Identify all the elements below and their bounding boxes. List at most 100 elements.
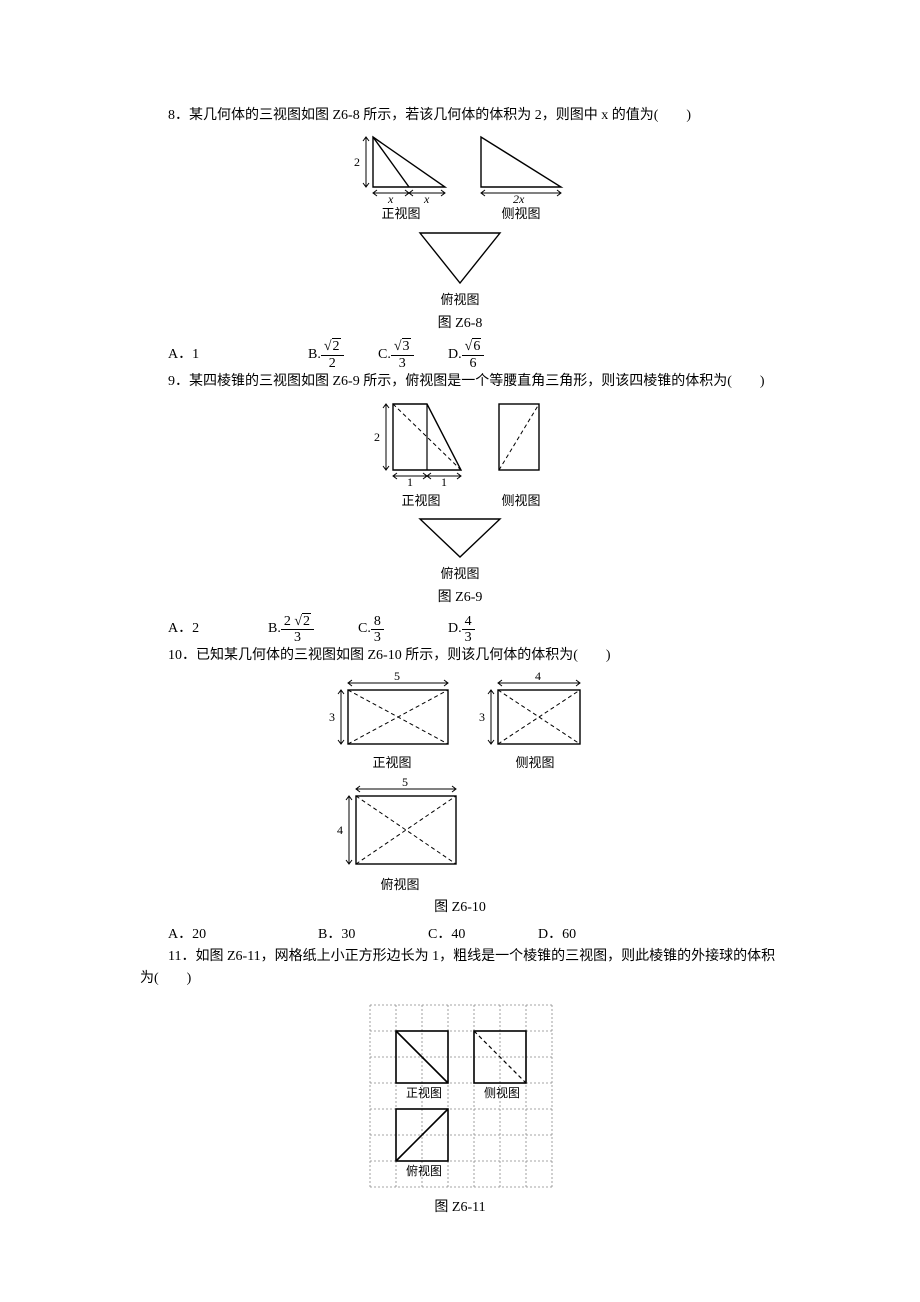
q9-front-s2: 1 — [441, 475, 447, 489]
q8-text: 8．某几何体的三视图如图 Z6-8 所示，若该几何体的体积为 2，则图中 x 的… — [140, 105, 780, 127]
q8-front-svg: 2 x x — [349, 131, 453, 203]
q10-top-caption: 俯视图 — [334, 875, 466, 896]
q8-D-num: 6 — [472, 338, 481, 354]
q8-C-num: 3 — [402, 338, 411, 354]
q8-front-h: 2 — [354, 155, 360, 169]
q8-front-caption: 正视图 — [349, 204, 453, 225]
q9-side-caption: 侧视图 — [491, 491, 551, 512]
q10-D-prefix: D． — [538, 924, 562, 946]
q9-figure: 2 1 1 正视图 — [140, 398, 780, 610]
q10-side-top: 4 — [535, 672, 541, 683]
q8-front-view: 2 x x 正视图 — [349, 131, 453, 225]
q9-choice-A: A． 2 — [168, 618, 268, 640]
q10-top-top: 5 — [402, 778, 408, 789]
q9-text: 9．某四棱锥的三视图如图 Z6-9 所示，俯视图是一个等腰直角三角形，则该四棱锥… — [140, 371, 780, 393]
q9-front-view: 2 1 1 正视图 — [369, 398, 473, 512]
q8-B-num: 2 — [332, 338, 341, 354]
q10-C-prefix: C． — [428, 924, 451, 946]
q8-top-svg — [415, 229, 505, 289]
q9-side-view: 侧视图 — [491, 398, 551, 512]
q10-front-left: 3 — [329, 710, 335, 724]
q10-top-view: 5 4 俯视图 — [334, 778, 466, 896]
q9-C-den: 3 — [371, 630, 384, 645]
q8-A-val: 1 — [192, 344, 199, 366]
q8-top-caption: 俯视图 — [415, 290, 505, 311]
q10-D-val: 60 — [562, 924, 576, 946]
q9-side-svg — [491, 398, 551, 490]
q8-B-den: 2 — [321, 356, 344, 371]
q9-B-den: 3 — [281, 630, 314, 645]
q11-side-caption: 侧视图 — [484, 1085, 520, 1100]
q8-choice-B: B. 2 2 — [308, 339, 378, 371]
q9-front-svg: 2 1 1 — [369, 398, 473, 490]
q8-choices: A． 1 B. 2 2 C. 3 3 D. 6 6 — [168, 339, 780, 371]
q11-figure-label: 图 Z6-11 — [434, 1197, 485, 1219]
q8-D-prefix: D. — [448, 344, 462, 366]
q9-front-s1: 1 — [407, 475, 413, 489]
q10-choice-A: A． 20 — [168, 924, 318, 946]
q11-top-caption: 俯视图 — [406, 1163, 442, 1178]
q9-B-numtext: 2 — [284, 614, 291, 629]
q10-B-val: 30 — [341, 924, 355, 946]
q9-D-prefix: D. — [448, 618, 462, 640]
q8-top-view: 俯视图 — [415, 229, 505, 311]
q10-top-svg: 5 4 — [334, 778, 466, 874]
q10-text-content: 10．已知某几何体的三视图如图 Z6-10 所示，则该几何体的体积为( ) — [168, 648, 611, 663]
q8-front-x2: x — [423, 192, 430, 203]
q10-choice-C: C． 40 — [428, 924, 538, 946]
q8-figure-label: 图 Z6-8 — [438, 313, 483, 335]
q10-A-prefix: A． — [168, 924, 192, 946]
q9-choice-B: B. 2 23 — [268, 614, 358, 646]
q10-fig-row1: 5 3 正视图 — [326, 672, 594, 774]
q9-text-content: 9．某四棱锥的三视图如图 Z6-9 所示，俯视图是一个等腰直角三角形，则该四棱锥… — [168, 374, 765, 389]
q8-choice-D: D. 6 6 — [448, 339, 484, 371]
q9-top-view: 俯视图 — [415, 515, 505, 585]
q9-top-caption: 俯视图 — [415, 564, 505, 585]
q10-top-left: 4 — [337, 823, 343, 837]
q10-choices: A． 20 B． 30 C． 40 D． 60 — [168, 924, 780, 946]
q8-choice-C: C. 3 3 — [378, 339, 448, 371]
q8-D-den: 6 — [462, 356, 485, 371]
q10-front-top: 5 — [394, 672, 400, 683]
q8-A-prefix: A． — [168, 344, 192, 366]
q9-figure-label: 图 Z6-9 — [438, 587, 483, 609]
q11-text-content: 11．如图 Z6-11，网格纸上小正方形边长为 1，粗线是一个棱锥的三视图，则此… — [140, 949, 775, 986]
q10-C-val: 40 — [451, 924, 465, 946]
q8-fig-row1: 2 x x 正视图 — [349, 131, 571, 225]
q10-figure: 5 3 正视图 — [140, 672, 780, 920]
q8-side-base: 2x — [513, 192, 525, 203]
q9-choices: A． 2 B. 2 23 C. 83 D. 43 — [168, 614, 780, 646]
q10-front-svg: 5 3 — [326, 672, 458, 752]
q10-choice-B: B． 30 — [318, 924, 428, 946]
q11-figure: 正视图 侧视图 俯视图 图 Z6-11 — [140, 995, 780, 1219]
q10-side-view: 4 3 侧视图 — [476, 672, 594, 774]
q8-text-content: 8．某几何体的三视图如图 Z6-8 所示，若该几何体的体积为 2，则图中 x 的… — [168, 108, 691, 123]
q11-svg: 正视图 侧视图 俯视图 — [360, 995, 560, 1195]
q9-A-prefix: A． — [168, 618, 192, 640]
q8-C-den: 3 — [391, 356, 414, 371]
q8-figure: 2 x x 正视图 — [140, 131, 780, 335]
q8-front-x1: x — [387, 192, 394, 203]
q9-front-h: 2 — [374, 430, 380, 444]
q10-side-left: 3 — [479, 710, 485, 724]
q9-top-svg — [415, 515, 505, 563]
q9-C-num: 8 — [371, 614, 384, 630]
q8-side-view: 2x 侧视图 — [471, 131, 571, 225]
q10-front-caption: 正视图 — [326, 753, 458, 774]
q9-choice-D: D. 43 — [448, 614, 475, 646]
q9-C-prefix: C. — [358, 618, 371, 640]
q10-front-view: 5 3 正视图 — [326, 672, 458, 774]
q9-B-prefix: B. — [268, 618, 281, 640]
q9-front-caption: 正视图 — [369, 491, 473, 512]
q8-side-caption: 侧视图 — [471, 204, 571, 225]
q11-front-caption: 正视图 — [406, 1085, 442, 1100]
q9-D-num: 4 — [462, 614, 475, 630]
q8-B-prefix: B. — [308, 344, 321, 366]
q8-C-prefix: C. — [378, 344, 391, 366]
q9-B-numsqrt: 2 — [302, 613, 311, 629]
q10-side-caption: 侧视图 — [476, 753, 594, 774]
q9-fig-row1: 2 1 1 正视图 — [369, 398, 551, 512]
q9-choice-C: C. 83 — [358, 614, 448, 646]
q8-side-svg: 2x — [471, 131, 571, 203]
q9-D-den: 3 — [462, 630, 475, 645]
